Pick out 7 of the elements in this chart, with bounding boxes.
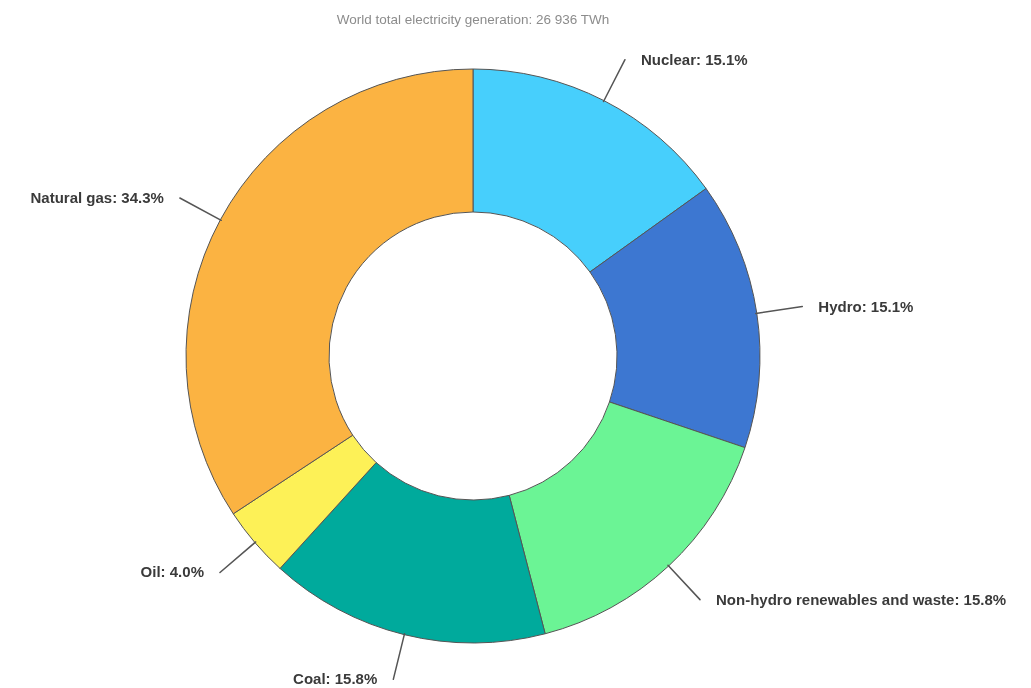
slice-label: Non-hydro renewables and waste: 15.8%: [716, 590, 1007, 608]
slice-label: Natural gas: 34.3%: [30, 189, 164, 207]
slice-label: Hydro: 15.1%: [818, 297, 914, 315]
slice-label: Coal: 15.8%: [293, 670, 378, 688]
chart-title: World total electricity generation: 26 936 TWh: [336, 12, 610, 27]
slice-label: Nuclear: 15.1%: [640, 50, 748, 68]
slice-label: Oil: 4.0%: [140, 563, 204, 581]
